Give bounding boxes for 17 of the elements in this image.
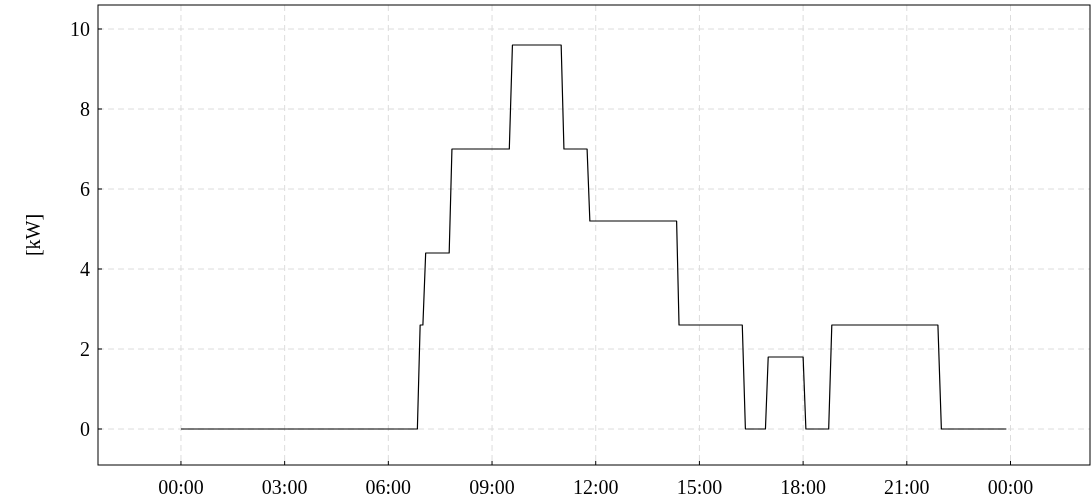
x-tick-label: 15:00 <box>676 476 723 498</box>
x-tick-label: 00:00 <box>158 476 204 498</box>
y-tick-label: 8 <box>80 98 90 120</box>
x-tick-label: 18:00 <box>780 476 826 498</box>
y-tick-label: 6 <box>80 178 90 200</box>
y-tick-label: 0 <box>80 418 90 440</box>
x-tick-label: 06:00 <box>365 476 412 498</box>
y-tick-label: 2 <box>80 338 90 360</box>
x-tick-label: 12:00 <box>572 476 619 498</box>
line-series <box>180 44 1007 430</box>
x-tick-label: 09:00 <box>469 476 515 498</box>
y-tick-label: 4 <box>80 258 90 280</box>
x-tick-label: 00:00 <box>987 476 1034 498</box>
x-tick-label: 21:00 <box>884 476 930 498</box>
y-tick-label: 10 <box>70 18 90 40</box>
y-axis-title: [kW] <box>22 213 44 257</box>
x-tick-label: 03:00 <box>261 476 308 498</box>
